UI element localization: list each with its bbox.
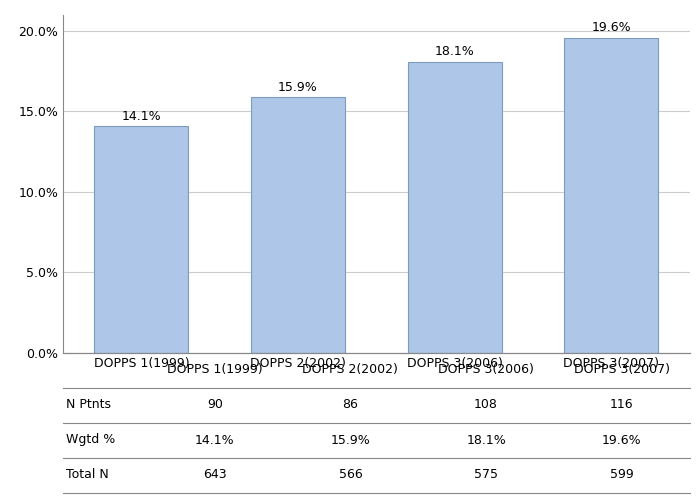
Text: 19.6%: 19.6% (592, 22, 631, 35)
Text: DOPPS 3(2007): DOPPS 3(2007) (574, 364, 670, 376)
Text: 566: 566 (339, 468, 363, 481)
Text: 643: 643 (203, 468, 227, 481)
Text: DOPPS 3(2006): DOPPS 3(2006) (438, 364, 534, 376)
Text: 15.9%: 15.9% (278, 80, 318, 94)
Text: 116: 116 (610, 398, 634, 411)
Text: DOPPS 1(1999): DOPPS 1(1999) (167, 364, 262, 376)
Text: N Ptnts: N Ptnts (66, 398, 111, 411)
Bar (94, 126, 188, 352)
Text: 599: 599 (610, 468, 634, 481)
Text: 19.6%: 19.6% (602, 434, 641, 446)
Text: 15.9%: 15.9% (330, 434, 370, 446)
Text: 18.1%: 18.1% (466, 434, 506, 446)
Bar (407, 62, 501, 352)
Text: 108: 108 (474, 398, 498, 411)
Text: 14.1%: 14.1% (122, 110, 161, 122)
Text: 575: 575 (474, 468, 498, 481)
Text: DOPPS 2(2002): DOPPS 2(2002) (302, 364, 398, 376)
Text: 86: 86 (342, 398, 358, 411)
Text: 90: 90 (207, 398, 223, 411)
Text: 18.1%: 18.1% (435, 46, 475, 59)
Text: Wgtd %: Wgtd % (66, 434, 116, 446)
Bar (564, 38, 658, 352)
Text: Total N: Total N (66, 468, 109, 481)
Text: 14.1%: 14.1% (195, 434, 234, 446)
Bar (251, 97, 345, 352)
